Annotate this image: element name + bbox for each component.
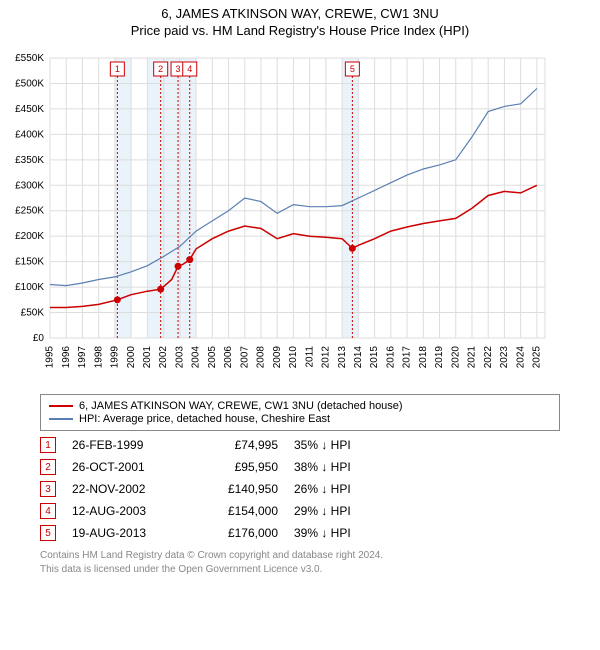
svg-text:3: 3	[176, 64, 181, 74]
svg-text:£350K: £350K	[15, 155, 44, 166]
svg-text:£50K: £50K	[21, 308, 45, 319]
legend-box: 6, JAMES ATKINSON WAY, CREWE, CW1 3NU (d…	[40, 394, 560, 431]
svg-text:2018: 2018	[418, 346, 429, 369]
svg-text:£500K: £500K	[15, 78, 44, 89]
chart-area: £0 £50K £100K £150K £200K £250K £300K £350K £400…	[0, 48, 600, 388]
transaction-date: 26-FEB-1999	[72, 438, 182, 452]
svg-text:2017: 2017	[402, 346, 413, 369]
svg-text:£400K: £400K	[15, 129, 44, 140]
transaction-marker: 1	[40, 437, 56, 453]
footer-line: Contains HM Land Registry data © Crown c…	[40, 549, 560, 563]
svg-text:1995: 1995	[45, 346, 56, 369]
svg-text:5: 5	[350, 64, 355, 74]
svg-text:2000: 2000	[126, 346, 137, 369]
price-chart: £0 £50K £100K £150K £200K £250K £300K £350K £400…	[0, 48, 560, 388]
svg-text:2025: 2025	[532, 346, 543, 369]
legend-swatch	[49, 418, 73, 420]
svg-text:2024: 2024	[515, 346, 526, 369]
transaction-diff: 39% ↓ HPI	[294, 526, 384, 540]
svg-text:2003: 2003	[174, 346, 185, 369]
transaction-date: 19-AUG-2013	[72, 526, 182, 540]
svg-text:1996: 1996	[61, 346, 72, 369]
svg-text:£450K: £450K	[15, 104, 44, 115]
svg-text:£300K: £300K	[15, 180, 44, 191]
legend-label: 6, JAMES ATKINSON WAY, CREWE, CW1 3NU (d…	[79, 400, 403, 412]
svg-text:£250K: £250K	[15, 206, 44, 217]
table-row: 5 19-AUG-2013 £176,000 39% ↓ HPI	[40, 525, 560, 541]
svg-text:2009: 2009	[272, 346, 283, 369]
svg-text:£100K: £100K	[15, 282, 44, 293]
svg-text:2015: 2015	[369, 346, 380, 369]
legend-label: HPI: Average price, detached house, Ches…	[79, 413, 330, 425]
table-row: 4 12-AUG-2003 £154,000 29% ↓ HPI	[40, 503, 560, 519]
table-row: 1 26-FEB-1999 £74,995 35% ↓ HPI	[40, 437, 560, 453]
transaction-marker: 4	[40, 503, 56, 519]
svg-text:2004: 2004	[191, 346, 202, 369]
svg-text:2006: 2006	[223, 346, 234, 369]
transaction-price: £74,995	[198, 438, 278, 452]
svg-text:£550K: £550K	[15, 53, 44, 64]
transactions-table: 1 26-FEB-1999 £74,995 35% ↓ HPI 2 26-OCT…	[40, 437, 560, 541]
footer-line: This data is licensed under the Open Gov…	[40, 563, 560, 577]
svg-text:2022: 2022	[483, 346, 494, 369]
transaction-price: £176,000	[198, 526, 278, 540]
transaction-price: £154,000	[198, 504, 278, 518]
svg-text:2019: 2019	[434, 346, 445, 369]
svg-text:1998: 1998	[93, 346, 104, 369]
svg-text:2013: 2013	[337, 346, 348, 369]
svg-text:1: 1	[115, 64, 120, 74]
svg-text:2010: 2010	[288, 346, 299, 369]
legend-item-hpi: HPI: Average price, detached house, Ches…	[49, 413, 551, 425]
table-row: 3 22-NOV-2002 £140,950 26% ↓ HPI	[40, 481, 560, 497]
svg-text:2007: 2007	[239, 346, 250, 369]
svg-text:1999: 1999	[110, 346, 121, 369]
attribution-footer: Contains HM Land Registry data © Crown c…	[40, 549, 560, 576]
svg-text:£200K: £200K	[15, 231, 44, 242]
svg-text:2008: 2008	[256, 346, 267, 369]
svg-text:2012: 2012	[321, 346, 332, 369]
transaction-marker: 3	[40, 481, 56, 497]
svg-text:1997: 1997	[77, 346, 88, 369]
svg-text:2: 2	[158, 64, 163, 74]
svg-text:2001: 2001	[142, 346, 153, 369]
svg-text:2002: 2002	[158, 346, 169, 369]
transaction-diff: 38% ↓ HPI	[294, 460, 384, 474]
svg-text:2011: 2011	[304, 346, 315, 368]
table-row: 2 26-OCT-2001 £95,950 38% ↓ HPI	[40, 459, 560, 475]
svg-text:2023: 2023	[499, 346, 510, 369]
svg-text:2020: 2020	[450, 346, 461, 369]
legend-item-property: 6, JAMES ATKINSON WAY, CREWE, CW1 3NU (d…	[49, 400, 551, 412]
svg-text:£0: £0	[33, 333, 45, 344]
svg-text:4: 4	[187, 64, 192, 74]
title-subtitle: Price paid vs. HM Land Registry's House …	[0, 23, 600, 38]
transaction-marker: 5	[40, 525, 56, 541]
legend-swatch	[49, 405, 73, 407]
svg-text:2005: 2005	[207, 346, 218, 369]
transaction-date: 12-AUG-2003	[72, 504, 182, 518]
svg-text:2021: 2021	[467, 346, 478, 369]
chart-title-block: 6, JAMES ATKINSON WAY, CREWE, CW1 3NU Pr…	[0, 0, 600, 40]
title-address: 6, JAMES ATKINSON WAY, CREWE, CW1 3NU	[0, 6, 600, 21]
svg-text:£150K: £150K	[15, 257, 44, 268]
transaction-diff: 35% ↓ HPI	[294, 438, 384, 452]
transaction-date: 22-NOV-2002	[72, 482, 182, 496]
transaction-marker: 2	[40, 459, 56, 475]
transaction-diff: 26% ↓ HPI	[294, 482, 384, 496]
svg-text:2016: 2016	[385, 346, 396, 369]
transaction-price: £140,950	[198, 482, 278, 496]
transaction-price: £95,950	[198, 460, 278, 474]
transaction-diff: 29% ↓ HPI	[294, 504, 384, 518]
svg-text:2014: 2014	[353, 346, 364, 369]
transaction-date: 26-OCT-2001	[72, 460, 182, 474]
